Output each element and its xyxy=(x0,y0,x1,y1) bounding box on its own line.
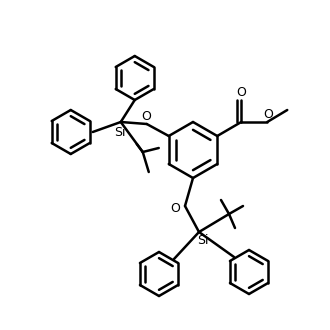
Text: Si: Si xyxy=(114,125,125,139)
Text: O: O xyxy=(263,108,273,120)
Text: O: O xyxy=(141,110,151,122)
Text: O: O xyxy=(170,202,180,214)
Text: Si: Si xyxy=(197,234,209,247)
Text: O: O xyxy=(236,85,246,98)
